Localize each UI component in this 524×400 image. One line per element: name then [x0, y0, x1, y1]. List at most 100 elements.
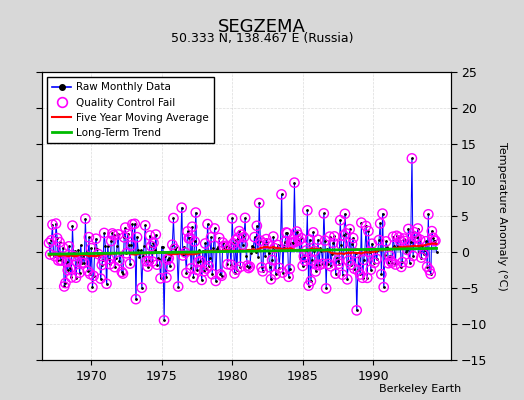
Point [362, 223, 370, 229]
Point [182, 270, 191, 276]
Point [52, 220, 60, 227]
Point [309, 229, 318, 236]
Point [235, 228, 244, 234]
Point [409, 253, 417, 259]
Point [314, 236, 322, 243]
Point [346, 262, 355, 268]
Point [198, 277, 206, 283]
Point [67, 274, 75, 281]
Point [406, 260, 414, 266]
Point [363, 275, 372, 281]
Point [241, 215, 249, 221]
Point [114, 231, 123, 238]
Point [193, 267, 201, 273]
Point [283, 230, 291, 236]
Point [379, 284, 388, 290]
Point [201, 240, 210, 247]
Point [267, 276, 275, 282]
Point [384, 260, 392, 266]
Point [81, 216, 90, 222]
Point [208, 271, 216, 277]
Point [365, 249, 374, 255]
Point [185, 234, 194, 241]
Point [303, 207, 312, 214]
Point [413, 225, 422, 232]
Point [45, 240, 53, 246]
Point [334, 257, 342, 264]
Legend: Raw Monthly Data, Quality Control Fail, Five Year Moving Average, Long-Term Tren: Raw Monthly Data, Quality Control Fail, … [47, 77, 214, 143]
Point [58, 257, 66, 264]
Point [291, 238, 300, 245]
Point [395, 234, 403, 240]
Point [412, 234, 421, 240]
Point [370, 260, 378, 266]
Point [275, 265, 283, 271]
Point [102, 280, 111, 287]
Point [304, 282, 313, 289]
Point [301, 258, 309, 264]
Point [425, 267, 434, 273]
Point [382, 238, 390, 245]
Point [56, 239, 64, 246]
Point [59, 244, 67, 251]
Point [92, 236, 100, 242]
Point [330, 233, 339, 240]
Point [288, 240, 296, 246]
Point [138, 284, 146, 291]
Point [255, 200, 264, 206]
Point [307, 278, 315, 284]
Point [257, 264, 266, 271]
Point [292, 228, 301, 235]
Point [97, 262, 106, 268]
Point [351, 250, 359, 256]
Point [178, 204, 186, 211]
Point [130, 221, 139, 227]
Point [73, 258, 81, 265]
Point [310, 248, 319, 254]
Point [85, 234, 93, 240]
Point [319, 260, 327, 267]
Point [153, 262, 161, 268]
Point [311, 268, 320, 274]
Point [331, 270, 340, 277]
Point [204, 263, 213, 269]
Point [343, 276, 352, 282]
Point [270, 245, 279, 251]
Point [160, 317, 168, 324]
Point [238, 241, 247, 248]
Point [51, 253, 59, 260]
Point [216, 271, 225, 278]
Point [404, 226, 412, 232]
Point [83, 268, 92, 274]
Point [94, 251, 103, 257]
Point [289, 240, 298, 246]
Point [169, 215, 178, 221]
Point [378, 210, 387, 217]
Point [207, 234, 215, 240]
Point [353, 307, 361, 314]
Point [217, 272, 226, 279]
Point [107, 238, 115, 244]
Point [408, 155, 416, 162]
Point [396, 238, 405, 244]
Point [65, 243, 73, 250]
Point [324, 261, 333, 267]
Point [269, 233, 278, 240]
Point [244, 265, 253, 271]
Point [368, 240, 376, 247]
Point [341, 211, 349, 217]
Point [61, 280, 70, 286]
Point [308, 257, 316, 264]
Point [53, 235, 61, 241]
Point [90, 273, 98, 279]
Point [119, 270, 127, 277]
Point [226, 244, 234, 250]
Point [419, 251, 428, 258]
Point [329, 240, 337, 246]
Point [344, 258, 353, 264]
Point [110, 232, 118, 238]
Point [194, 259, 202, 265]
Text: 50.333 N, 138.467 E (Russia): 50.333 N, 138.467 E (Russia) [171, 32, 353, 45]
Point [142, 258, 150, 264]
Point [72, 274, 80, 281]
